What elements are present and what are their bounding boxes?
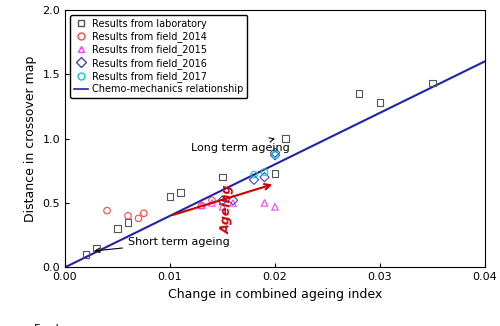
Point bbox=[282, 136, 290, 141]
Point bbox=[92, 245, 100, 251]
Point bbox=[229, 198, 237, 203]
Y-axis label: Distance in crossover map: Distance in crossover map bbox=[24, 55, 37, 222]
Point bbox=[114, 226, 122, 231]
Point bbox=[271, 150, 279, 155]
Point bbox=[376, 100, 384, 105]
Point bbox=[250, 177, 258, 182]
Point bbox=[260, 175, 268, 180]
Point bbox=[140, 211, 148, 216]
Point bbox=[208, 198, 216, 203]
Point bbox=[208, 200, 216, 206]
Text: Long term ageing: Long term ageing bbox=[191, 138, 290, 153]
Point bbox=[260, 200, 268, 206]
Point bbox=[134, 216, 142, 221]
Point bbox=[218, 175, 226, 180]
Point bbox=[82, 252, 90, 257]
Point bbox=[176, 190, 184, 195]
Text: Fresh: Fresh bbox=[34, 324, 63, 326]
Point bbox=[218, 198, 226, 203]
Point bbox=[166, 194, 174, 199]
Point bbox=[260, 170, 268, 175]
Legend: Results from laboratory, Results from field_2014, Results from field_2015, Resul: Results from laboratory, Results from fi… bbox=[70, 15, 248, 98]
Point bbox=[229, 200, 237, 206]
Point bbox=[124, 220, 132, 225]
Text: Short term ageing: Short term ageing bbox=[95, 237, 230, 253]
Point bbox=[198, 203, 205, 208]
Point bbox=[271, 171, 279, 176]
X-axis label: Change in combined ageing index: Change in combined ageing index bbox=[168, 288, 382, 301]
Point bbox=[124, 213, 132, 218]
Point bbox=[250, 172, 258, 177]
Point bbox=[271, 153, 279, 158]
Point bbox=[271, 153, 279, 158]
Text: Ageing: Ageing bbox=[220, 184, 235, 234]
Point bbox=[218, 204, 226, 209]
Point bbox=[271, 204, 279, 209]
Point bbox=[198, 203, 205, 208]
Point bbox=[428, 81, 436, 86]
Point bbox=[103, 208, 111, 213]
Point bbox=[355, 91, 363, 96]
